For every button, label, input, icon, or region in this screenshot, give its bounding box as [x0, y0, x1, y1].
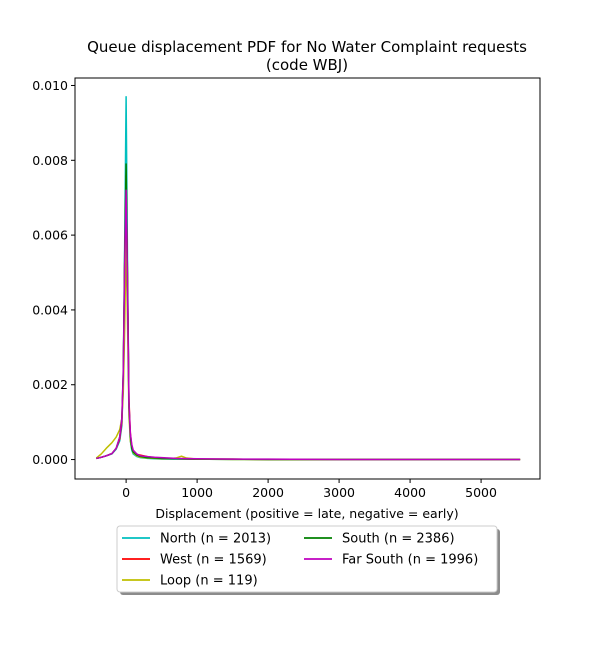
- legend: North (n = 2013) South (n = 2386) West (n …: [116, 525, 500, 595]
- legend-label: Loop (n = 119): [160, 574, 258, 589]
- x-axis: 0 1000 2000 3000 4000 5000: [122, 479, 497, 500]
- chart-title-line-1: Queue displacement PDF for No Water Comp…: [87, 38, 527, 56]
- y-axis: 0.000 0.002 0.004 0.006 0.008 0.010: [32, 78, 75, 467]
- y-tick-label: 0.004: [32, 302, 68, 317]
- y-tick-label: 0.008: [32, 153, 68, 168]
- y-tick-label: 0.010: [32, 78, 68, 93]
- series-line-0: [96, 95, 521, 461]
- x-tick-label: 2000: [252, 485, 284, 500]
- legend-label: West (n = 1569): [160, 553, 267, 568]
- series-layer: [95, 95, 521, 461]
- y-tick-label: 0.002: [32, 377, 68, 392]
- chart-title: Queue displacement PDF for No Water Comp…: [87, 38, 527, 74]
- x-tick-label: 4000: [394, 485, 426, 500]
- x-tick-label: 0: [122, 485, 130, 500]
- y-tick-label: 0.000: [32, 452, 68, 467]
- x-tick-label: 5000: [465, 485, 497, 500]
- series-line-4: [96, 189, 521, 461]
- x-axis-label: Displacement (positive = late, negative …: [155, 506, 458, 521]
- series-line-3: [96, 163, 521, 461]
- chart-title-line-2: (code WBJ): [266, 56, 348, 74]
- y-tick-label: 0.006: [32, 228, 68, 243]
- legend-label: Far South (n = 1996): [342, 553, 478, 568]
- series-line-2: [95, 238, 521, 461]
- legend-label: North (n = 2013): [160, 532, 271, 547]
- plot-frame: [74, 77, 541, 480]
- series-line-1: [96, 174, 521, 461]
- x-tick-label: 3000: [323, 485, 355, 500]
- x-tick-label: 1000: [181, 485, 213, 500]
- legend-label: South (n = 2386): [342, 532, 455, 547]
